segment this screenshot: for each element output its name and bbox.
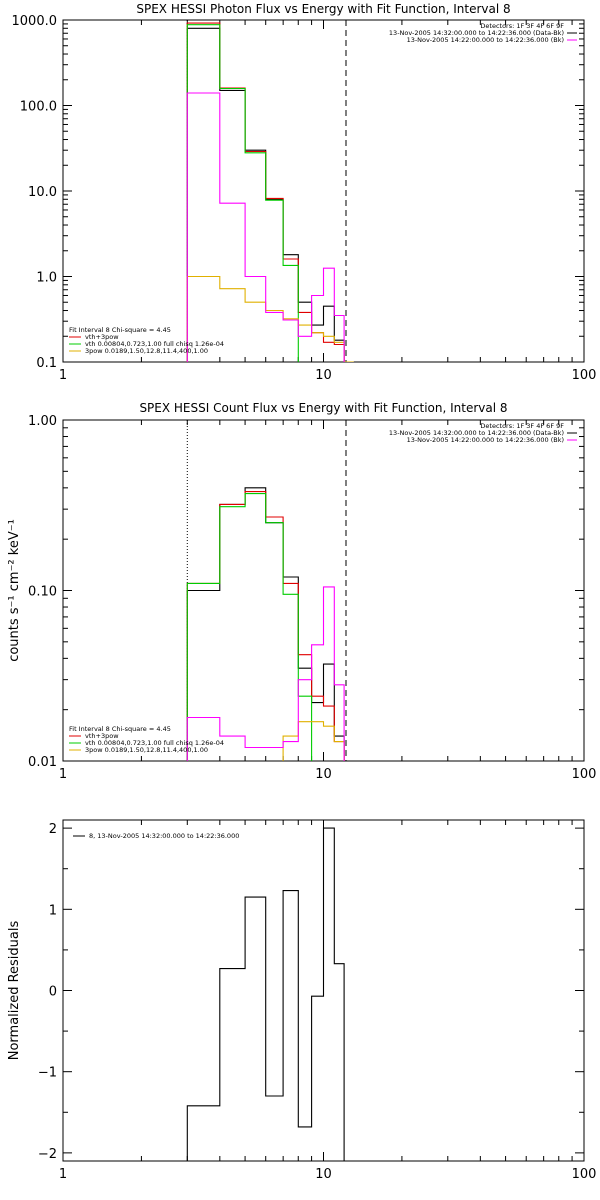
panel-0-series-group <box>186 22 354 362</box>
series-bk <box>186 586 345 761</box>
series-vth <box>186 493 313 761</box>
panel-1-ylabel: counts s⁻¹ cm⁻² keV⁻¹ <box>7 519 22 662</box>
panel-0-info-text: Detectors: 1F 3F 4F 6F 9F <box>480 22 564 30</box>
panel-0-ytick-label: 0.1 <box>36 356 57 371</box>
panel-1-xtick-label: 100 <box>572 767 597 782</box>
series-vth-3pow <box>186 22 354 362</box>
panel-0-ytick-label: 10.0 <box>28 185 57 200</box>
panel-2-ytick-label: −1 <box>38 1066 57 1081</box>
panel-1-fit-text: Fit Interval 8 Chi-square = 4.45 <box>69 725 171 733</box>
panel-1-xtick-label: 10 <box>315 767 332 782</box>
panel-1-info-text: 13-Nov-2005 14:22:00.000 to 14:22:36.000… <box>407 436 564 444</box>
panel-0-legend-label: vth+3pow <box>85 333 119 341</box>
panel-2-ytick-label: 1 <box>49 903 57 918</box>
panel-1-info-text: Detectors: 1F 3F 4F 6F 9F <box>480 422 564 430</box>
panel-1-ytick-label: 0.01 <box>28 755 57 770</box>
series-3pow <box>186 275 354 362</box>
panel-0-xtick-label: 100 <box>572 368 597 383</box>
panel-2-ytick-label: 0 <box>49 985 57 1000</box>
panel-2-series-group <box>186 827 345 1161</box>
panel-0-ytick-label: 1000.0 <box>12 14 58 29</box>
panel-0-ytick-label: 1.0 <box>36 271 57 286</box>
panel-1-legend-label: vth+3pow <box>85 732 119 740</box>
panel-1-legend-label: vth 0.00804,0.723,1.00 full chisq 1.26e-… <box>85 739 224 747</box>
panel-0-info-text: 13-Nov-2005 14:22:00.000 to 14:22:36.000… <box>407 36 564 44</box>
panel-2-xtick-label: 100 <box>572 1167 597 1182</box>
panel-2-xtick-label: 1 <box>59 1167 67 1182</box>
panel-0-legend-label: 3pow 0.0189,1.50,12.8,11.4,400,1.00 <box>85 347 208 355</box>
panel-0-xtick-label: 10 <box>315 368 332 383</box>
panel-1-info-text: 13-Nov-2005 14:32:00.000 to 14:22:36.000… <box>389 429 564 437</box>
panel-0-info-text: 13-Nov-2005 14:32:00.000 to 14:22:36.000… <box>389 29 564 37</box>
panel-1-xtick-label: 1 <box>59 767 67 782</box>
panel-0-title: SPEX HESSI Photon Flux vs Energy with Fi… <box>136 2 510 16</box>
panel-1-title: SPEX HESSI Count Flux vs Energy with Fit… <box>139 401 507 415</box>
series-vth <box>186 24 299 362</box>
series-residuals <box>186 827 345 1161</box>
panel-1-legend-label: 3pow 0.0189,1.50,12.8,11.4,400,1.00 <box>85 746 208 754</box>
panel-1-ytick-label: 1.00 <box>28 414 57 429</box>
panel-2-ytick-label: −2 <box>38 1147 57 1162</box>
panel-0-ytick-label: 100.0 <box>20 100 57 115</box>
panel-2-ytick-label: 2 <box>49 822 57 837</box>
panel-2-ylabel: Normalized Residuals <box>7 921 22 1061</box>
series-bk <box>186 92 345 362</box>
panel-0-legend-label: vth 0.00804,0.723,1.00 full chisq 1.26e-… <box>85 340 224 348</box>
panel-0-fit-text: Fit Interval 8 Chi-square = 4.45 <box>69 326 171 334</box>
panel-1-series-group <box>186 487 345 761</box>
series-data-bk <box>186 487 345 761</box>
panel-0-xtick-label: 1 <box>59 368 67 383</box>
panel-2-legend-label: 8, 13-Nov-2005 14:32:00.000 to 14:22:36.… <box>89 832 239 840</box>
panel-2-xtick-label: 10 <box>315 1167 332 1182</box>
series-vth-3pow <box>186 491 345 761</box>
series-data-bk <box>186 27 345 362</box>
panel-1-ytick-label: 0.10 <box>28 585 57 600</box>
